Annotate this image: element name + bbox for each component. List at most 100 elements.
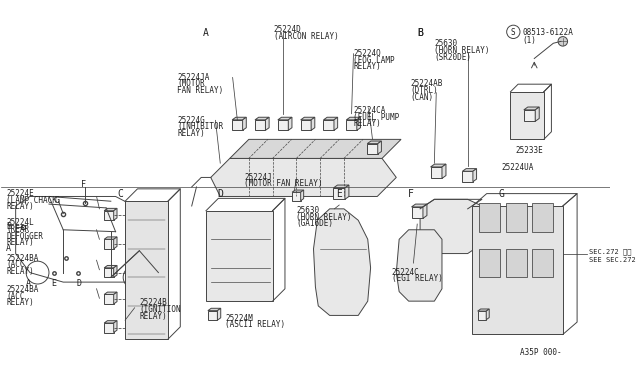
Bar (104, 323, 114, 333)
Bar (301, 120, 311, 130)
Text: 25233E: 25233E (515, 146, 543, 155)
Bar (255, 120, 266, 130)
Text: G: G (54, 196, 60, 205)
Polygon shape (301, 190, 303, 201)
Text: E: E (51, 279, 56, 288)
Polygon shape (104, 208, 117, 211)
Bar (104, 268, 114, 278)
Text: 25224JA: 25224JA (177, 73, 210, 82)
Bar (532, 249, 554, 278)
Text: FAN RELAY): FAN RELAY) (177, 86, 224, 95)
Polygon shape (378, 141, 381, 154)
Polygon shape (301, 117, 315, 120)
Text: (ACC: (ACC (6, 260, 25, 269)
Bar (346, 120, 357, 130)
Bar (532, 203, 554, 232)
Polygon shape (323, 117, 338, 120)
Text: RELAY): RELAY) (6, 202, 34, 211)
Polygon shape (278, 117, 292, 120)
Polygon shape (288, 117, 292, 130)
Text: RELAY): RELAY) (353, 62, 381, 71)
Text: 25224CA: 25224CA (353, 106, 386, 115)
Polygon shape (232, 117, 246, 120)
Text: (FUEL PUMP: (FUEL PUMP (353, 113, 400, 122)
Bar (477, 311, 486, 320)
Text: G: G (498, 189, 504, 199)
Circle shape (507, 25, 520, 39)
Bar (524, 110, 535, 121)
Bar (208, 311, 218, 320)
Polygon shape (442, 164, 446, 179)
Polygon shape (292, 190, 303, 192)
Text: B: B (417, 28, 423, 38)
Text: SEE SEC.272: SEE SEC.272 (589, 257, 636, 263)
Bar (506, 249, 527, 278)
Bar (206, 211, 273, 301)
Polygon shape (535, 107, 540, 121)
Polygon shape (104, 237, 117, 239)
Text: RELAY): RELAY) (353, 119, 381, 128)
Bar (511, 92, 544, 140)
Text: 08513-6122A: 08513-6122A (523, 28, 573, 37)
Text: RELAY): RELAY) (140, 312, 167, 321)
Polygon shape (243, 117, 246, 130)
Polygon shape (463, 169, 477, 171)
Polygon shape (114, 237, 117, 249)
Bar (506, 203, 527, 232)
Polygon shape (114, 266, 117, 278)
Polygon shape (431, 164, 446, 167)
Bar (125, 201, 168, 339)
Polygon shape (230, 140, 401, 158)
Text: (REAR: (REAR (6, 225, 29, 234)
Text: 25224Q: 25224Q (353, 49, 381, 58)
Text: 25224UA: 25224UA (501, 163, 533, 172)
Text: (GA16DE): (GA16DE) (296, 219, 333, 228)
Bar (323, 120, 334, 130)
Text: A: A (26, 279, 31, 288)
Polygon shape (211, 158, 396, 196)
Polygon shape (104, 266, 117, 268)
Text: 25224C: 25224C (392, 268, 419, 277)
Text: 25630: 25630 (435, 39, 458, 48)
Text: A35P 000-: A35P 000- (520, 348, 562, 357)
Bar (479, 249, 500, 278)
Bar (479, 203, 500, 232)
Polygon shape (412, 204, 427, 207)
Polygon shape (396, 230, 442, 301)
Text: 25224J: 25224J (244, 173, 272, 182)
Polygon shape (314, 209, 371, 315)
Text: 25224E: 25224E (6, 189, 34, 198)
Text: C: C (117, 189, 124, 199)
Text: D: D (218, 189, 223, 199)
Text: (LAMP CHACK: (LAMP CHACK (6, 196, 57, 205)
Bar (104, 239, 114, 249)
Polygon shape (334, 117, 338, 130)
Bar (367, 144, 378, 154)
Bar (333, 188, 345, 199)
Text: B: B (417, 28, 423, 38)
Text: (IGNITION: (IGNITION (140, 305, 181, 314)
Bar (278, 120, 288, 130)
Text: 25224G: 25224G (177, 116, 205, 125)
Bar (104, 211, 114, 220)
Text: (MOTOR FAN RELAY): (MOTOR FAN RELAY) (244, 179, 323, 188)
Text: SEC.272 参照: SEC.272 参照 (589, 249, 632, 256)
Text: A: A (6, 244, 11, 253)
Polygon shape (104, 321, 117, 323)
Text: RELAY): RELAY) (6, 238, 34, 247)
Text: (1): (1) (523, 36, 537, 45)
Text: 25224D: 25224D (273, 25, 301, 34)
Bar (431, 167, 442, 179)
Text: B: B (6, 222, 11, 231)
Text: (CAN): (CAN) (411, 93, 434, 102)
Bar (292, 192, 301, 201)
Polygon shape (333, 185, 349, 188)
Polygon shape (473, 169, 477, 182)
Polygon shape (477, 309, 489, 311)
Text: (HORN RELAY): (HORN RELAY) (435, 46, 490, 55)
Polygon shape (367, 141, 381, 144)
Text: (HORN RELAY): (HORN RELAY) (296, 213, 352, 222)
Text: E: E (336, 189, 342, 199)
Polygon shape (255, 117, 269, 120)
Text: D: D (77, 279, 82, 288)
